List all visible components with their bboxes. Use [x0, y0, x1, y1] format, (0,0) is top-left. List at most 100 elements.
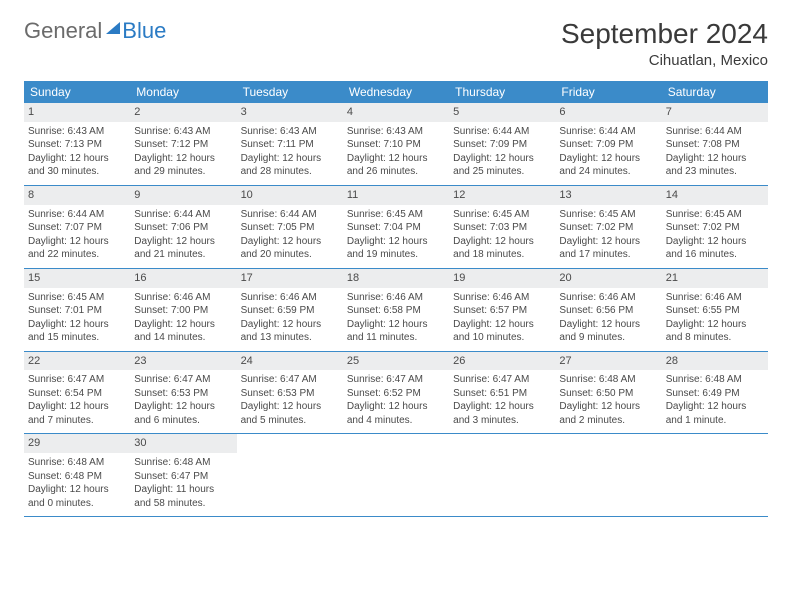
sunset-line: Sunset: 6:48 PM	[28, 470, 126, 484]
daylight-line-2: and 58 minutes.	[134, 497, 232, 511]
sunset-line: Sunset: 6:59 PM	[241, 304, 339, 318]
daylight-line-1: Daylight: 12 hours	[453, 318, 551, 332]
daylight-line-2: and 19 minutes.	[347, 248, 445, 262]
sunset-line: Sunset: 7:09 PM	[453, 138, 551, 152]
sunset-line: Sunset: 6:53 PM	[241, 387, 339, 401]
sunrise-line: Sunrise: 6:45 AM	[559, 208, 657, 222]
daylight-line-2: and 6 minutes.	[134, 414, 232, 428]
sunrise-line: Sunrise: 6:46 AM	[453, 291, 551, 305]
sunrise-line: Sunrise: 6:45 AM	[666, 208, 764, 222]
day-number: 11	[343, 186, 449, 205]
daylight-line-1: Daylight: 12 hours	[559, 400, 657, 414]
daylight-line-2: and 25 minutes.	[453, 165, 551, 179]
day-cell: 6Sunrise: 6:44 AMSunset: 7:09 PMDaylight…	[555, 103, 661, 185]
daylight-line-2: and 28 minutes.	[241, 165, 339, 179]
sunset-line: Sunset: 6:53 PM	[134, 387, 232, 401]
day-cell: 10Sunrise: 6:44 AMSunset: 7:05 PMDayligh…	[237, 186, 343, 268]
day-cell: 2Sunrise: 6:43 AMSunset: 7:12 PMDaylight…	[130, 103, 236, 185]
sunset-line: Sunset: 7:13 PM	[28, 138, 126, 152]
day-cell: 14Sunrise: 6:45 AMSunset: 7:02 PMDayligh…	[662, 186, 768, 268]
day-cell: 8Sunrise: 6:44 AMSunset: 7:07 PMDaylight…	[24, 186, 130, 268]
day-number: 23	[130, 352, 236, 371]
daylight-line-1: Daylight: 12 hours	[559, 152, 657, 166]
sunset-line: Sunset: 7:02 PM	[666, 221, 764, 235]
sunrise-line: Sunrise: 6:44 AM	[453, 125, 551, 139]
daylight-line-2: and 16 minutes.	[666, 248, 764, 262]
day-number: 16	[130, 269, 236, 288]
location: Cihuatlan, Mexico	[561, 52, 768, 69]
day-number: 1	[24, 103, 130, 122]
daylight-line-1: Daylight: 12 hours	[134, 152, 232, 166]
day-cell: 30Sunrise: 6:48 AMSunset: 6:47 PMDayligh…	[130, 434, 236, 516]
day-cell	[343, 434, 449, 516]
daylight-line-1: Daylight: 12 hours	[666, 400, 764, 414]
daylight-line-1: Daylight: 12 hours	[666, 318, 764, 332]
day-number: 13	[555, 186, 661, 205]
weekday-friday: Friday	[555, 81, 661, 103]
sunrise-line: Sunrise: 6:48 AM	[28, 456, 126, 470]
daylight-line-2: and 29 minutes.	[134, 165, 232, 179]
day-number: 26	[449, 352, 555, 371]
day-number: 22	[24, 352, 130, 371]
sunset-line: Sunset: 6:57 PM	[453, 304, 551, 318]
daylight-line-2: and 17 minutes.	[559, 248, 657, 262]
day-number: 12	[449, 186, 555, 205]
day-cell: 18 Sunrise: 6:46 AMSunset: 6:58 PMDayligh…	[343, 269, 449, 351]
daylight-line-1: Daylight: 12 hours	[347, 318, 445, 332]
sunset-line: Sunset: 7:12 PM	[134, 138, 232, 152]
sunrise-line: Sunrise: 6:44 AM	[28, 208, 126, 222]
sunrise-line: Sunrise: 6:45 AM	[453, 208, 551, 222]
day-number: 18	[343, 269, 449, 288]
sunrise-line: Sunrise: 6:44 AM	[241, 208, 339, 222]
day-cell: 26Sunrise: 6:47 AMSunset: 6:51 PMDayligh…	[449, 352, 555, 434]
day-cell: 24Sunrise: 6:47 AMSunset: 6:53 PMDayligh…	[237, 352, 343, 434]
day-cell: 3Sunrise: 6:43 AMSunset: 7:11 PMDaylight…	[237, 103, 343, 185]
day-cell: 17Sunrise: 6:46 AMSunset: 6:59 PMDayligh…	[237, 269, 343, 351]
daylight-line-2: and 14 minutes.	[134, 331, 232, 345]
sunrise-line: Sunrise: 6:44 AM	[666, 125, 764, 139]
daylight-line-2: and 4 minutes.	[347, 414, 445, 428]
daylight-line-2: and 7 minutes.	[28, 414, 126, 428]
day-number: 19	[449, 269, 555, 288]
sunset-line: Sunset: 6:58 PM	[347, 304, 445, 318]
day-cell: 12Sunrise: 6:45 AMSunset: 7:03 PMDayligh…	[449, 186, 555, 268]
weekday-header-row: Sunday Monday Tuesday Wednesday Thursday…	[24, 81, 768, 103]
week-row: 15Sunrise: 6:45 AMSunset: 7:01 PMDayligh…	[24, 269, 768, 352]
daylight-line-1: Daylight: 12 hours	[453, 152, 551, 166]
daylight-line-2: and 21 minutes.	[134, 248, 232, 262]
day-number: 20	[555, 269, 661, 288]
sunrise-line: Sunrise: 6:46 AM	[666, 291, 764, 305]
sunset-line: Sunset: 7:06 PM	[134, 221, 232, 235]
day-number: 8	[24, 186, 130, 205]
sunset-line: Sunset: 6:55 PM	[666, 304, 764, 318]
header: General Blue September 2024 Cihuatlan, M…	[24, 18, 768, 69]
day-number: 29	[24, 434, 130, 453]
day-number: 28	[662, 352, 768, 371]
daylight-line-1: Daylight: 12 hours	[347, 152, 445, 166]
daylight-line-1: Daylight: 12 hours	[28, 483, 126, 497]
sunset-line: Sunset: 7:10 PM	[347, 138, 445, 152]
sunrise-line: Sunrise: 6:47 AM	[28, 373, 126, 387]
sunset-line: Sunset: 7:07 PM	[28, 221, 126, 235]
daylight-line-1: Daylight: 12 hours	[134, 235, 232, 249]
daylight-line-2: and 5 minutes.	[241, 414, 339, 428]
day-number: 27	[555, 352, 661, 371]
sunrise-line: Sunrise: 6:48 AM	[559, 373, 657, 387]
daylight-line-1: Daylight: 12 hours	[559, 235, 657, 249]
week-row: 1Sunrise: 6:43 AMSunset: 7:13 PMDaylight…	[24, 103, 768, 186]
sunrise-line: Sunrise: 6:43 AM	[347, 125, 445, 139]
day-number: 9	[130, 186, 236, 205]
sunrise-line: Sunrise: 6:46 AM	[347, 291, 445, 305]
daylight-line-2: and 2 minutes.	[559, 414, 657, 428]
day-number: 21	[662, 269, 768, 288]
month-title: September 2024	[561, 18, 768, 50]
daylight-line-1: Daylight: 12 hours	[28, 152, 126, 166]
daylight-line-2: and 23 minutes.	[666, 165, 764, 179]
day-cell: 9Sunrise: 6:44 AMSunset: 7:06 PMDaylight…	[130, 186, 236, 268]
day-cell: 23Sunrise: 6:47 AMSunset: 6:53 PMDayligh…	[130, 352, 236, 434]
day-cell: 25Sunrise: 6:47 AMSunset: 6:52 PMDayligh…	[343, 352, 449, 434]
daylight-line-2: and 3 minutes.	[453, 414, 551, 428]
day-number: 25	[343, 352, 449, 371]
daylight-line-1: Daylight: 12 hours	[559, 318, 657, 332]
weekday-thursday: Thursday	[449, 81, 555, 103]
